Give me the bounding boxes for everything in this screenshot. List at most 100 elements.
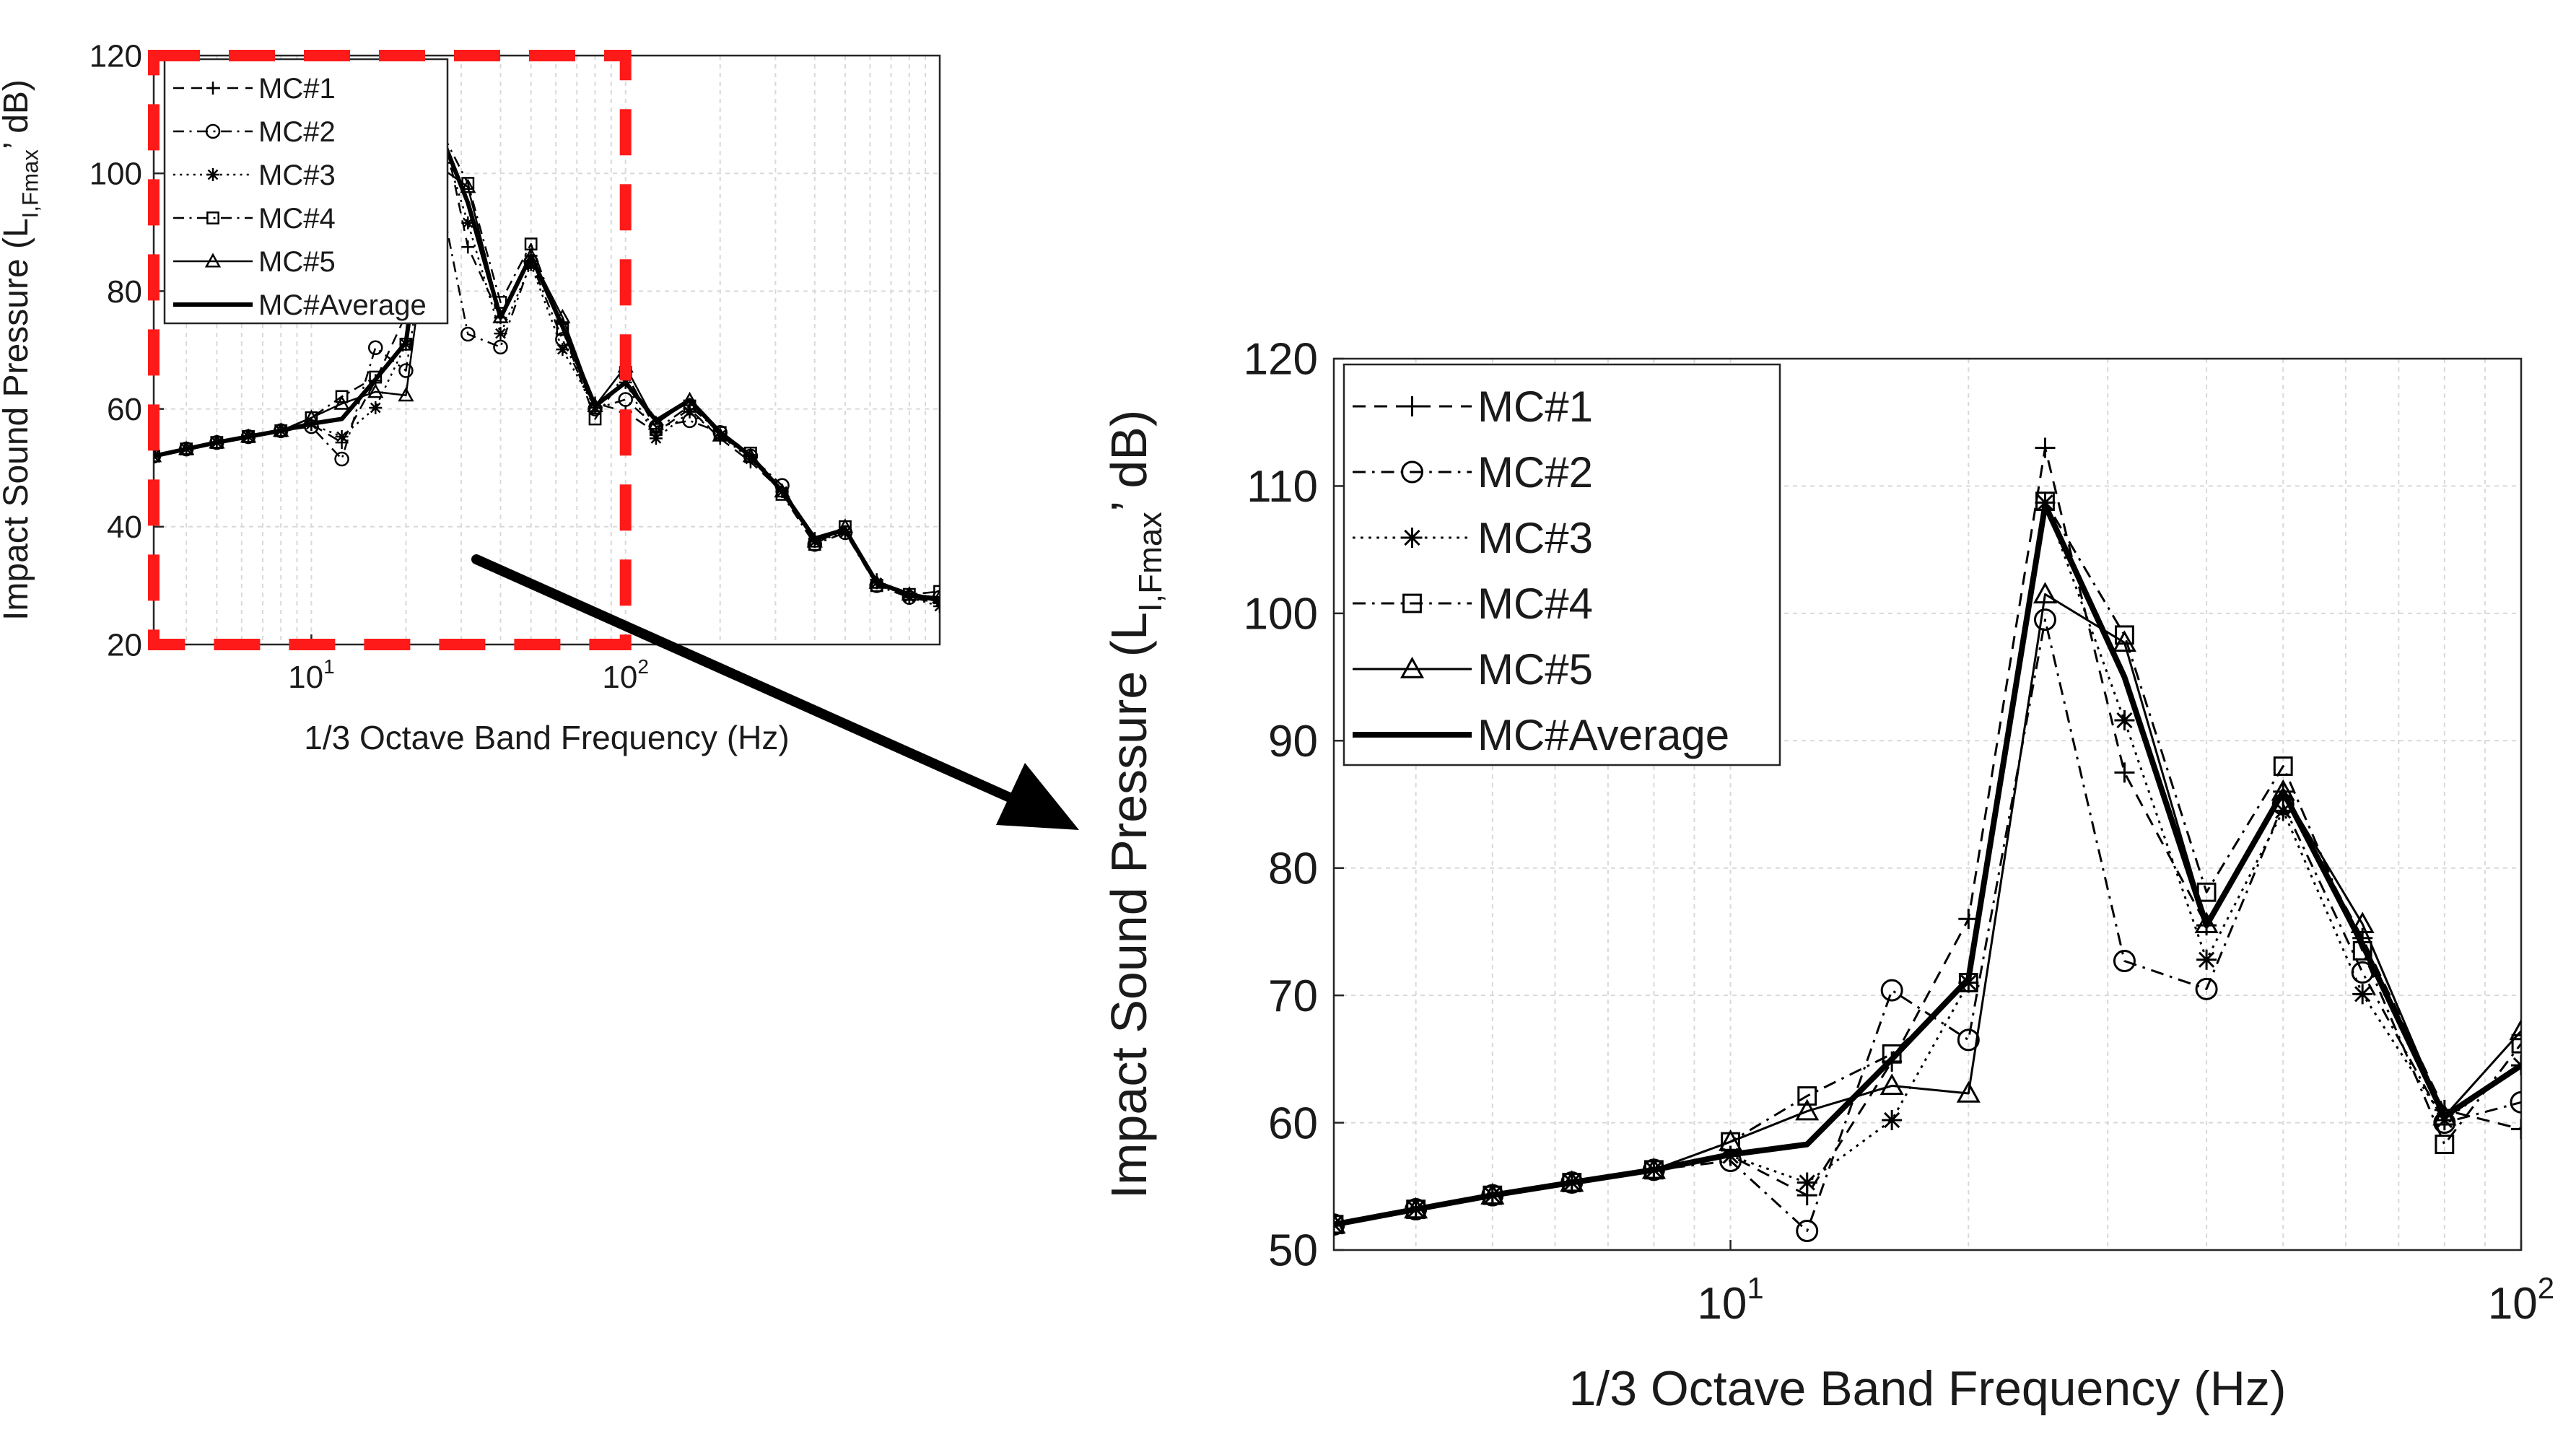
data-point	[1795, 1098, 1820, 1121]
data-point	[806, 533, 823, 548]
legend-label: MC#4	[1477, 580, 1593, 628]
data-point	[492, 308, 509, 323]
data-point	[2273, 756, 2293, 776]
data-point	[2196, 949, 2217, 970]
series-group	[1334, 437, 2521, 1243]
data-point	[1797, 1086, 1817, 1106]
y-tick-label: 90	[1268, 717, 1318, 766]
data-point	[2113, 950, 2136, 973]
data-point	[335, 429, 349, 443]
series-mc-average	[1334, 502, 2521, 1228]
data-point	[1882, 1110, 1903, 1131]
zoom-highlight-box	[148, 50, 632, 650]
data-point	[2112, 630, 2136, 652]
arrow-head	[996, 763, 1079, 830]
data-point	[398, 387, 414, 402]
x-tick-label: 101	[288, 655, 335, 695]
data-point	[2271, 779, 2295, 801]
legend-marker	[205, 123, 221, 139]
y-tick-label: 40	[107, 510, 142, 545]
data-point	[931, 589, 940, 604]
legend: MC#1 MC#2 MC#3 MC#4 MC#5 MC#Average	[163, 58, 449, 325]
data-point	[1956, 1080, 1981, 1103]
x-tick-base: 10	[1697, 1279, 1747, 1329]
series-line	[154, 175, 940, 598]
data-point	[902, 590, 916, 604]
y-axis-label-end: ’ dB)	[0, 79, 35, 149]
data-point	[2350, 912, 2375, 934]
grid	[1334, 359, 2521, 1250]
data-point	[556, 343, 569, 357]
data-point	[1880, 979, 1903, 1002]
y-axis-label-main: Impact Sound Pressure (L	[1101, 612, 1157, 1199]
y-tick-label: 70	[1268, 971, 1318, 1021]
data-point	[2194, 912, 2219, 934]
legend-label: MC#Average	[1477, 711, 1729, 759]
legend-label: MC#1	[1477, 383, 1593, 431]
axes-box	[1332, 357, 2523, 1251]
series-line	[154, 121, 940, 603]
legend-marker	[206, 82, 219, 95]
data-point	[2434, 1110, 2455, 1131]
data-point	[713, 426, 727, 440]
legend-marker	[1401, 460, 1423, 484]
series-line	[1334, 502, 2521, 1228]
x-tick-base: 10	[2488, 1279, 2538, 1329]
y-axis-label-end: ’ dB)	[1101, 410, 1157, 512]
y-axis-label: Impact Sound Pressure (LI,Fmax’ dB)	[0, 79, 43, 621]
data-point	[1719, 1129, 1743, 1151]
y-tick-label: 60	[1268, 1098, 1318, 1148]
y-axis-label-main: Impact Sound Pressure (L	[0, 218, 35, 621]
legend-marker	[206, 211, 219, 224]
x-tick-exponent: 2	[2538, 1271, 2554, 1305]
y-tick-label: 120	[89, 38, 142, 74]
legend-label: MC#2	[258, 116, 336, 148]
data-point	[367, 383, 384, 398]
data-point	[2352, 984, 2373, 1005]
data-point	[2511, 1119, 2521, 1140]
legend-label: MC#4	[258, 203, 336, 235]
legend-label: MC#3	[1477, 514, 1593, 562]
legend-box	[1342, 363, 1781, 766]
data-point	[2033, 608, 2056, 632]
data-point	[647, 415, 665, 430]
data-point	[2509, 1018, 2521, 1041]
data-point	[649, 432, 663, 445]
y-axis-label-subscript: I,Fmax	[1132, 512, 1169, 612]
data-point	[2273, 800, 2294, 821]
legend-label: MC#2	[1477, 448, 1593, 497]
legend-marker	[204, 253, 222, 268]
x-tick-base: 10	[602, 660, 637, 695]
data-point	[2035, 437, 2056, 458]
data-point	[398, 363, 414, 378]
data-point	[524, 258, 538, 271]
series-mc-average	[154, 121, 940, 603]
y-tick-label: 80	[107, 274, 142, 310]
data-point	[2511, 1034, 2521, 1054]
data-point	[681, 391, 698, 406]
data-point	[1796, 1172, 1817, 1193]
x-tick-label: 102	[2488, 1271, 2554, 1329]
legend-marker	[1400, 656, 1425, 678]
data-point	[335, 390, 349, 403]
y-tick-label: 60	[107, 392, 142, 427]
data-point	[460, 326, 476, 342]
x-tick-base: 10	[288, 660, 323, 695]
legend: MC#1 MC#2 MC#3 MC#4 MC#5 MC#Average	[1342, 363, 1781, 766]
y-tick-label: 80	[1268, 844, 1318, 893]
data-point	[460, 178, 476, 193]
arrow-shaft	[471, 554, 1023, 806]
legend-marker	[1402, 396, 1423, 416]
y-tick-label: 100	[1244, 590, 1318, 639]
legend-marker	[1402, 528, 1423, 548]
data-point	[334, 451, 349, 467]
x-tick-label: 101	[1697, 1271, 1763, 1329]
x-axis-label: 1/3 Octave Band Frequency (Hz)	[304, 719, 789, 756]
x-axis-label: 1/3 Octave Band Frequency (Hz)	[1568, 1361, 2286, 1416]
data-point	[1958, 909, 1979, 930]
data-point	[588, 412, 602, 426]
legend-label: MC#Average	[258, 289, 427, 321]
data-point	[494, 327, 507, 341]
